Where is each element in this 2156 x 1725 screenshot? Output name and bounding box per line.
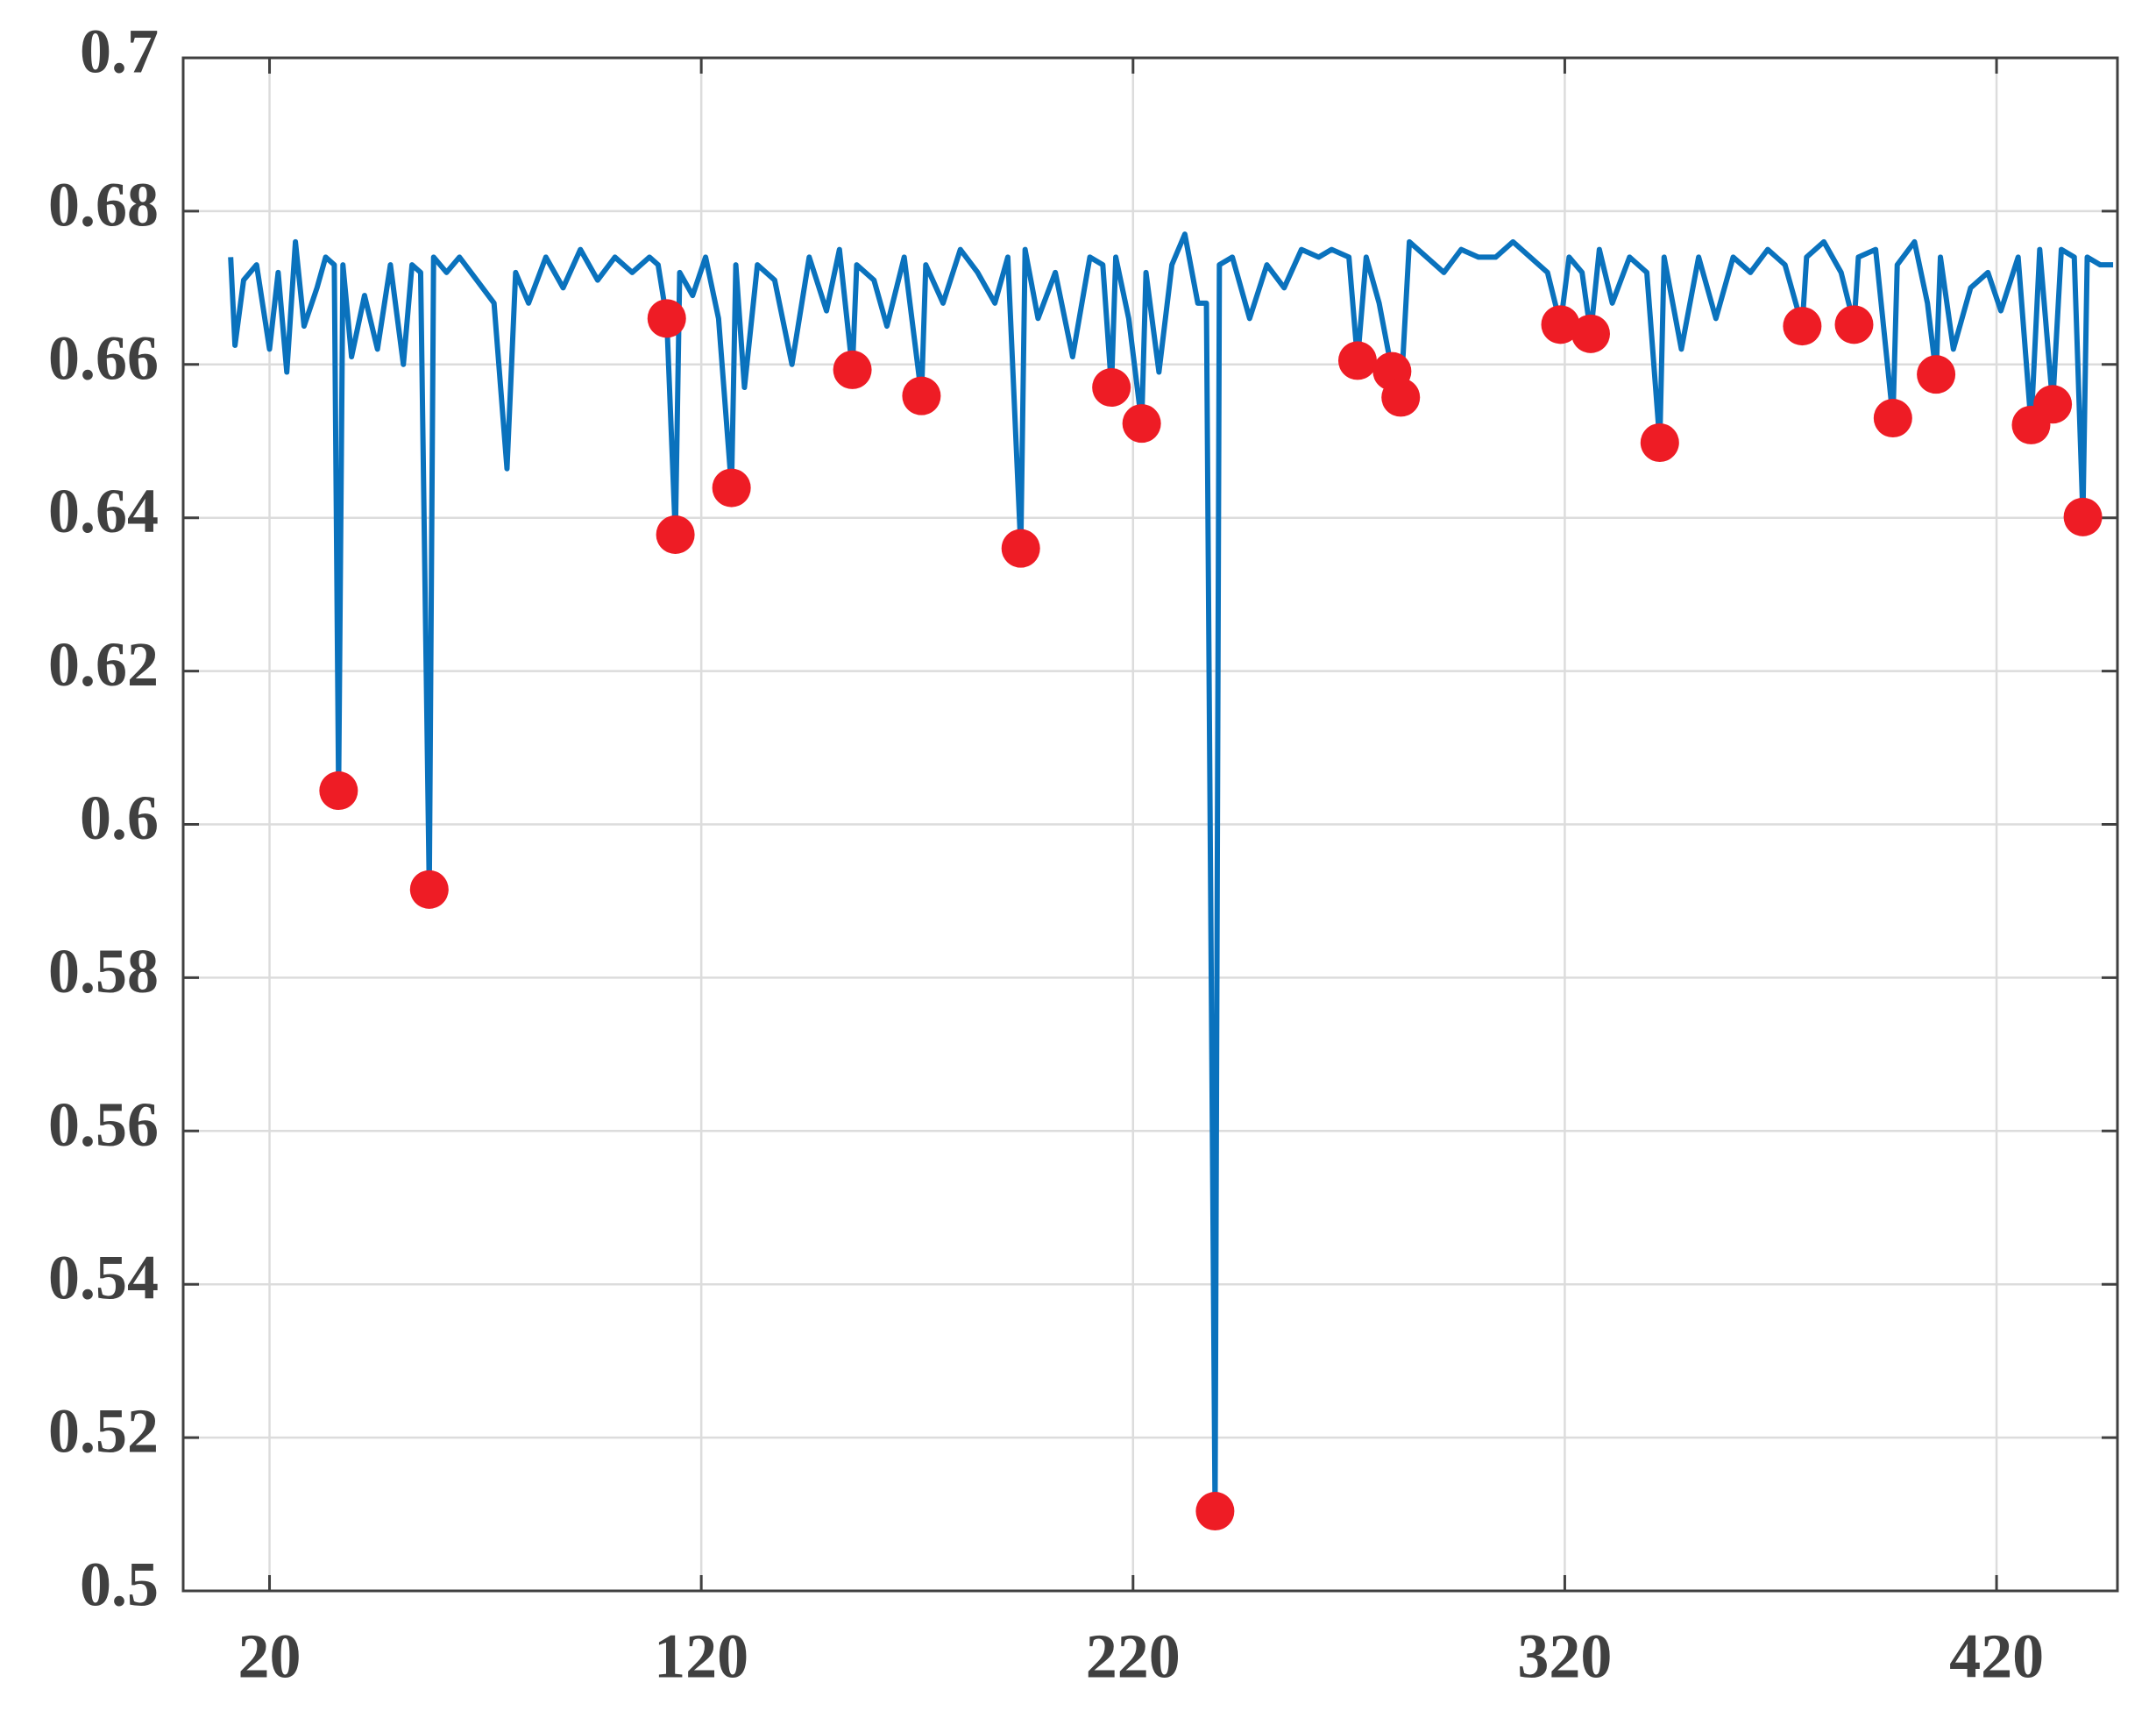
data-point bbox=[2033, 385, 2073, 424]
data-point bbox=[1122, 404, 1161, 444]
x-tick-label: 220 bbox=[1086, 1622, 1181, 1692]
data-point bbox=[409, 870, 449, 909]
data-point bbox=[712, 468, 751, 508]
data-point bbox=[1873, 399, 1912, 438]
y-tick-label: 0.7 bbox=[80, 17, 159, 87]
x-tick-label: 120 bbox=[654, 1622, 748, 1692]
data-point bbox=[1541, 305, 1580, 344]
data-point bbox=[1834, 305, 1874, 344]
y-tick-label: 0.52 bbox=[48, 1396, 159, 1466]
y-tick-label: 0.58 bbox=[48, 936, 159, 1006]
x-tick-label: 420 bbox=[1949, 1622, 2044, 1692]
plot-frame bbox=[181, 56, 2119, 1593]
y-tick-label: 0.64 bbox=[48, 476, 159, 546]
y-tick-label: 0.56 bbox=[48, 1090, 159, 1160]
y-tick-label: 0.66 bbox=[48, 323, 159, 393]
data-point bbox=[833, 350, 872, 389]
data-point bbox=[1381, 378, 1421, 417]
data-point bbox=[1195, 1492, 1235, 1531]
data-point bbox=[319, 771, 358, 811]
data-point bbox=[2063, 497, 2103, 536]
y-tick-label: 0.68 bbox=[48, 169, 159, 239]
data-point bbox=[1337, 341, 1377, 380]
data-point bbox=[1917, 355, 1956, 394]
data-point bbox=[1092, 368, 1131, 408]
y-tick-label: 0.62 bbox=[48, 629, 159, 699]
data-point bbox=[1571, 314, 1610, 353]
data-point bbox=[647, 299, 686, 338]
y-tick-label: 0.5 bbox=[80, 1550, 159, 1620]
data-point bbox=[1783, 307, 1822, 346]
y-tick-label: 0.6 bbox=[80, 783, 159, 853]
data-point bbox=[1640, 422, 1679, 462]
x-tick-label: 20 bbox=[238, 1622, 301, 1692]
x-tick-label: 320 bbox=[1517, 1622, 1612, 1692]
data-line bbox=[228, 231, 2114, 1515]
y-tick-label: 0.54 bbox=[48, 1243, 159, 1313]
data-point bbox=[1001, 529, 1040, 568]
data-point bbox=[656, 515, 695, 554]
data-point bbox=[902, 376, 941, 415]
